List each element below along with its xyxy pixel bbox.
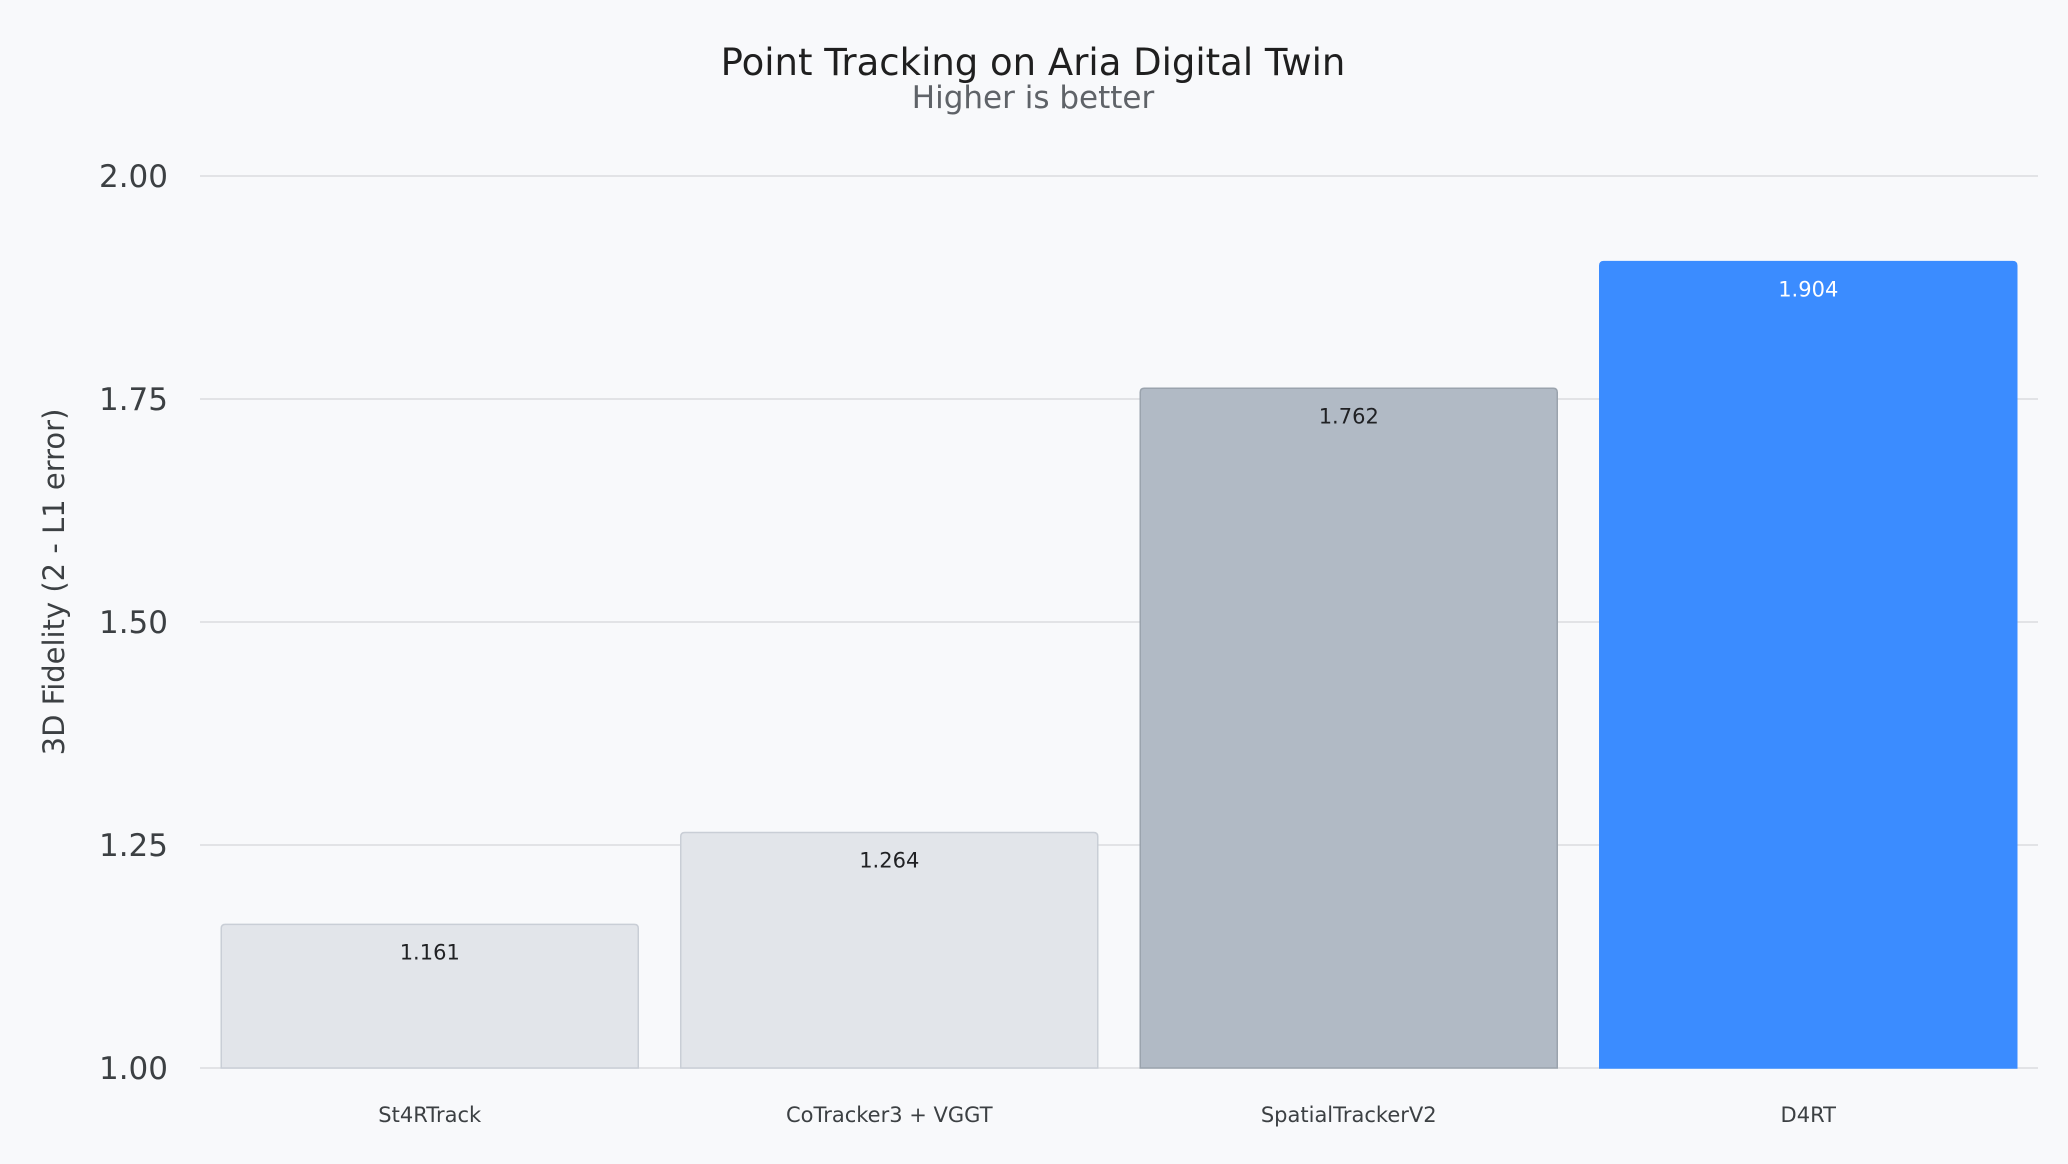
y-tick-label: 1.00 [99, 1051, 168, 1087]
chart-title: Point Tracking on Aria Digital Twin [721, 41, 1346, 84]
x-tick-label: SpatialTrackerV2 [1261, 1103, 1437, 1127]
x-tick-label: CoTracker3 + VGGT [786, 1103, 993, 1127]
bar-data-label: 1.161 [400, 940, 460, 964]
bar [680, 831, 1099, 1069]
y-tick-label: 1.50 [99, 605, 168, 641]
bar-data-label: 1.904 [1778, 278, 1838, 302]
chart-subtitle: Higher is better [912, 80, 1155, 116]
bar-data-label: 1.762 [1319, 404, 1379, 428]
x-axis-ticks: St4RTrack CoTracker3 + VGGT SpatialTracker… [378, 1103, 1836, 1127]
bar [1139, 387, 1558, 1069]
bar [1599, 260, 2018, 1069]
x-tick-label: D4RT [1781, 1103, 1837, 1127]
bar [220, 923, 639, 1069]
y-tick-label: 1.25 [99, 828, 168, 864]
x-tick-label: St4RTrack [378, 1103, 482, 1127]
bars: 1.161 1.264 1.762 1.904 [220, 260, 2018, 1069]
y-tick-label: 1.75 [99, 382, 168, 418]
y-axis-label: 3D Fidelity (2 - L1 error) [37, 409, 71, 756]
bar-data-label: 1.264 [859, 849, 919, 873]
y-tick-label: 2.00 [99, 159, 168, 195]
y-axis-ticks: 1.00 1.25 1.50 1.75 2.00 [99, 159, 168, 1087]
